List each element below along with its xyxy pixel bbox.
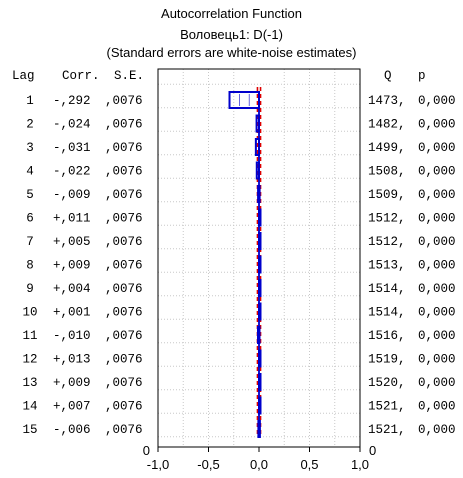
p-label: 0,000: [418, 376, 456, 390]
se-label: ,0076: [105, 118, 143, 132]
chart-note: (Standard errors are white-noise estimat…: [106, 45, 357, 60]
corr-label: -,024: [53, 118, 91, 132]
se-label: ,0076: [105, 353, 143, 367]
p-label: 0,000: [418, 282, 456, 296]
p-label: 0,000: [418, 259, 456, 273]
corr-label: +,011: [53, 212, 91, 226]
se-label: ,0076: [105, 423, 143, 437]
q-label: 1508,: [368, 165, 406, 179]
p-label: 0,000: [418, 165, 456, 179]
q-label: 1521,: [368, 423, 406, 437]
se-label: ,0076: [105, 329, 143, 343]
x-tick-label: -0,5: [197, 457, 219, 472]
p-label: 0,000: [418, 329, 456, 343]
q-label: 1516,: [368, 329, 406, 343]
p-label: 0,000: [418, 188, 456, 202]
header-lag: Lag: [12, 69, 35, 83]
q-label: 1513,: [368, 259, 406, 273]
p-label: 0,000: [418, 423, 456, 437]
se-label: ,0076: [105, 376, 143, 390]
q-label: 1473,: [368, 94, 406, 108]
q-label: 1499,: [368, 141, 406, 155]
lag-label: 5: [26, 188, 34, 202]
lag-label: 9: [26, 282, 34, 296]
lag-label: 8: [26, 259, 34, 273]
header-corr: Corr.: [62, 69, 100, 83]
se-label: ,0076: [105, 141, 143, 155]
corr-label: +,001: [53, 306, 91, 320]
p-label: 0,000: [418, 353, 456, 367]
corr-label: +,013: [53, 353, 91, 367]
q-label: 1514,: [368, 282, 406, 296]
axis-zero-right: 0: [369, 443, 376, 458]
x-tick-label: 0,0: [250, 457, 268, 472]
lag-label: 3: [26, 141, 34, 155]
corr-label: -,006: [53, 423, 91, 437]
p-label: 0,000: [418, 141, 456, 155]
corr-label: -,010: [53, 329, 91, 343]
lag-label: 13: [22, 376, 37, 390]
q-label: 1519,: [368, 353, 406, 367]
x-tick-label: 0,5: [300, 457, 318, 472]
lag-label: 6: [26, 212, 34, 226]
lag-label: 10: [22, 306, 37, 320]
lag-label: 4: [26, 165, 34, 179]
x-tick-label: 1,0: [351, 457, 369, 472]
p-label: 0,000: [418, 400, 456, 414]
lag-label: 2: [26, 118, 34, 132]
corr-label: -,292: [53, 94, 91, 108]
q-label: 1512,: [368, 235, 406, 249]
lag-label: 12: [22, 353, 37, 367]
axis-zero-left: 0: [143, 443, 150, 458]
p-label: 0,000: [418, 118, 456, 132]
se-label: ,0076: [105, 165, 143, 179]
p-label: 0,000: [418, 94, 456, 108]
x-tick-label: -1,0: [147, 457, 169, 472]
se-label: ,0076: [105, 306, 143, 320]
se-label: ,0076: [105, 235, 143, 249]
q-label: 1521,: [368, 400, 406, 414]
se-label: ,0076: [105, 400, 143, 414]
q-label: 1509,: [368, 188, 406, 202]
corr-label: +,009: [53, 259, 91, 273]
lag-label: 11: [22, 329, 37, 343]
se-label: ,0076: [105, 212, 143, 226]
chart-title: Autocorrelation Function: [161, 6, 302, 21]
p-label: 0,000: [418, 212, 456, 226]
p-label: 0,000: [418, 235, 456, 249]
se-label: ,0076: [105, 94, 143, 108]
corr-label: +,005: [53, 235, 91, 249]
corr-label: -,022: [53, 165, 91, 179]
header-q: Q: [384, 69, 392, 83]
lag-label: 14: [22, 400, 37, 414]
se-label: ,0076: [105, 188, 143, 202]
q-label: 1514,: [368, 306, 406, 320]
q-label: 1512,: [368, 212, 406, 226]
q-label: 1482,: [368, 118, 406, 132]
corr-label: +,009: [53, 376, 91, 390]
corr-label: -,031: [53, 141, 91, 155]
corr-label: +,004: [53, 282, 91, 296]
lag-label: 15: [22, 423, 37, 437]
p-label: 0,000: [418, 306, 456, 320]
se-label: ,0076: [105, 259, 143, 273]
corr-label: +,007: [53, 400, 91, 414]
header-se: S.E.: [114, 69, 144, 83]
se-label: ,0076: [105, 282, 143, 296]
corr-label: -,009: [53, 188, 91, 202]
chart-subtitle: Воловець1: D(-1): [180, 27, 283, 42]
lag-label: 7: [26, 235, 34, 249]
q-label: 1520,: [368, 376, 406, 390]
lag-label: 1: [26, 94, 34, 108]
header-p: p: [418, 69, 426, 83]
